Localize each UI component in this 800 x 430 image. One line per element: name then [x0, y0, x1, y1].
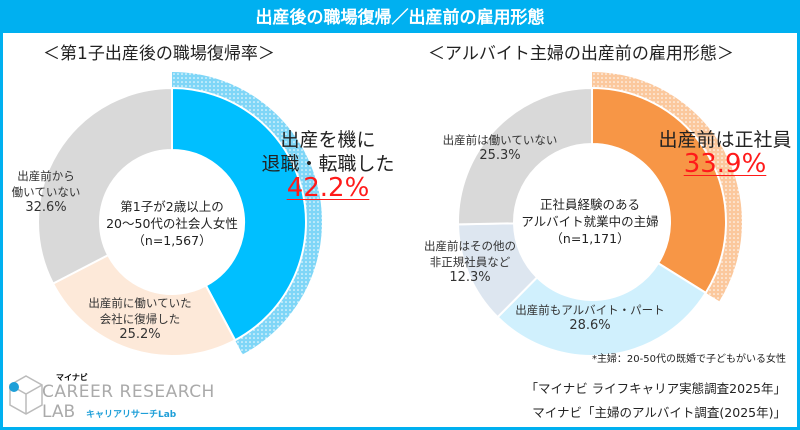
slice-value: 25.2%	[119, 327, 161, 342]
highlight-band	[172, 72, 322, 355]
source-2: マイナビ「主婦のアルバイト調査(2025年)」	[532, 405, 786, 420]
donut-slice	[496, 261, 708, 357]
donut-slice	[171, 86, 307, 342]
center-line: 20～50代の社会人女性	[106, 216, 238, 231]
center-line: 第1子が2歳以上の	[120, 199, 224, 214]
donut-slice	[457, 86, 593, 226]
center-line: （n=1,567）	[132, 233, 212, 248]
highlight-value: 33.9%	[683, 149, 767, 179]
label-line: 出産前はその他の	[424, 239, 516, 253]
center-line: アルバイト就業中の主婦	[521, 214, 659, 229]
left-center-label: 第1子が2歳以上の 20～50代の社会人女性 （n=1,567）	[92, 198, 252, 249]
slice-value: 12.3%	[449, 270, 491, 285]
label-line: 会社に復帰した	[99, 312, 181, 326]
right-other-label: 出産前はその他の 非正規社員など 12.3%	[420, 238, 520, 286]
left-gray-label: 出産前から 働いていない 32.6%	[6, 168, 86, 216]
label-line: 働いていない	[11, 185, 81, 199]
footnote: *主婦：20-50代の既婚で子どもがいる女性	[591, 354, 786, 365]
label-line: 出産前もアルバイト・パート	[515, 303, 665, 317]
label-line: 出産前から	[17, 169, 75, 183]
donut-slice	[51, 253, 237, 357]
center-line: （n=1,171）	[550, 231, 630, 246]
left-peach-label: 出産前に働いていた 会社に復帰した 25.2%	[70, 295, 210, 343]
logo-sub: キャリアリサーチLab	[86, 410, 177, 420]
right-center-label: 正社員経験のある アルバイト就業中の主婦 （n=1,171）	[505, 196, 675, 247]
slice-value: 28.6%	[569, 318, 611, 333]
donut-slice	[37, 86, 173, 285]
label-line: 出産前に働いていた	[88, 296, 192, 310]
logo-line1: CAREER RESEARCH	[42, 382, 215, 402]
right-highlight-label: 出産前は正社員 33.9%	[655, 128, 795, 179]
slice-value: 25.3%	[479, 148, 521, 163]
left-chart-title: ＜第1子出産後の職場復帰率＞	[43, 44, 275, 64]
right-part-label: 出産前もアルバイト・パート 28.6%	[510, 302, 670, 334]
logo-cube-icon	[9, 375, 43, 415]
logo-brand: マイナビ	[56, 373, 88, 382]
right-chart-title: ＜アルバイト主婦の出産前の雇用形態＞	[428, 44, 734, 64]
highlight-band	[592, 72, 742, 302]
center-line: 正社員経験のある	[539, 197, 640, 212]
label-line: 出産前は正社員	[658, 129, 792, 151]
label-line: 出産を機に	[280, 129, 376, 151]
label-line: 出産前は働いていない	[442, 133, 558, 147]
right-gray-label: 出産前は働いていない 25.3%	[440, 132, 560, 164]
label-line: 非正規社員など	[429, 255, 511, 269]
highlight-value: 42.2%	[286, 173, 370, 203]
logo: マイナビ CAREER RESEARCH LAB キャリアリサーチLab	[6, 372, 226, 422]
slice-value: 32.6%	[25, 200, 67, 215]
left-highlight-label: 出産を機に 退職・転職した 42.2%	[258, 128, 398, 203]
source-1: 「マイナビ ライフキャリア実態調査2025年」	[525, 381, 786, 396]
logo-line2: LAB	[42, 402, 76, 422]
page-title: 出産後の職場復帰／出産前の雇用形態	[3, 3, 797, 33]
donut-slice	[591, 86, 727, 295]
label-line: 退職・転職した	[261, 153, 395, 175]
